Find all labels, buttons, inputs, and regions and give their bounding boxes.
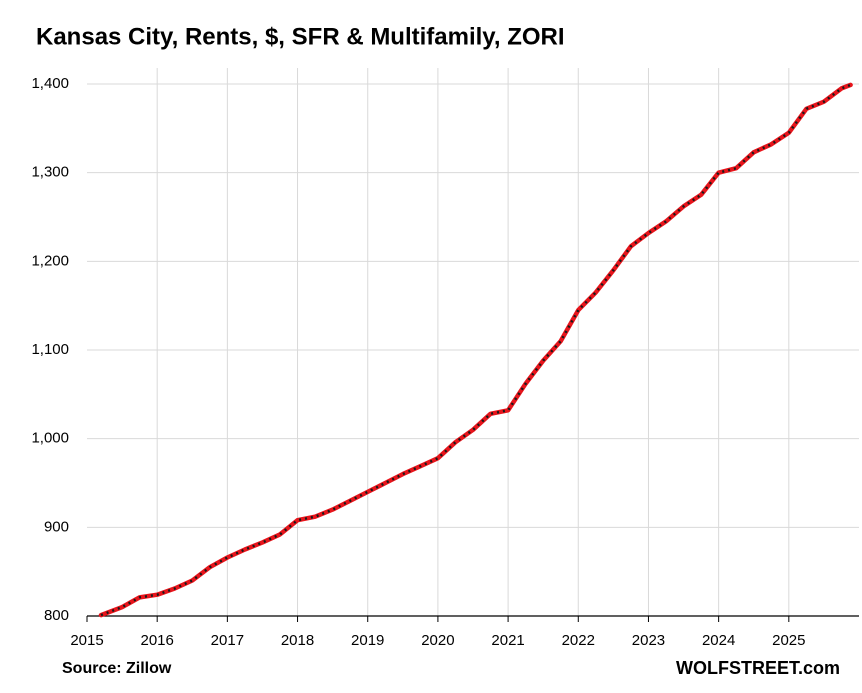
x-tick-label: 2024 — [702, 632, 735, 649]
x-tick-label: 2025 — [772, 632, 805, 649]
y-tick-label: 1,000 — [31, 430, 69, 447]
x-tick-label: 2019 — [351, 632, 384, 649]
series-line — [98, 82, 853, 618]
y-tick-label: 1,300 — [31, 164, 69, 181]
x-tick-label: 2021 — [491, 632, 524, 649]
x-tick-label: 2023 — [632, 632, 665, 649]
chart-title: Kansas City, Rents, $, SFR & Multifamily… — [36, 23, 565, 50]
x-tick-label: 2015 — [70, 632, 103, 649]
x-tick-label: 2020 — [421, 632, 454, 649]
x-tick-label: 2017 — [211, 632, 244, 649]
y-tick-label: 900 — [44, 518, 69, 535]
y-tick-label: 1,400 — [31, 75, 69, 92]
y-tick-label: 1,100 — [31, 341, 69, 358]
x-tick-label: 2018 — [281, 632, 314, 649]
x-tick-label: 2022 — [562, 632, 595, 649]
y-tick-label: 800 — [44, 607, 69, 624]
source: Source: Zillow — [62, 660, 172, 677]
brand: WOLFSTREET.com — [676, 658, 840, 678]
x-tick-label: 2016 — [140, 632, 173, 649]
y-tick-label: 1,200 — [31, 252, 69, 269]
